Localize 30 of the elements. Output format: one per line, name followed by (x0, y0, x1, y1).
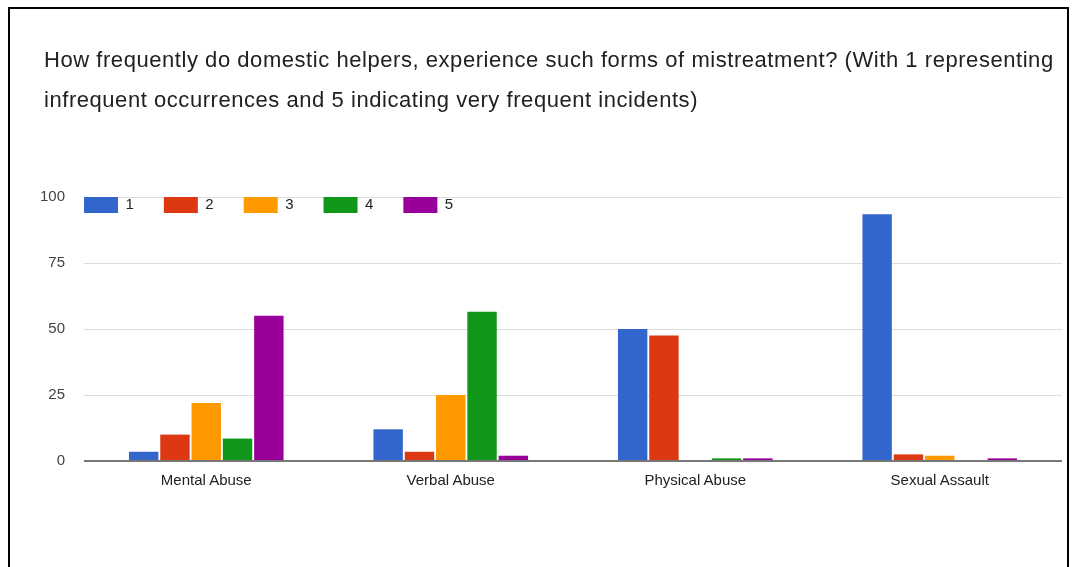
y-tick-label: 0 (56, 451, 65, 469)
chart-title: How frequently do domestic helpers, experience such forms of mistreatment? (With 1 representing infrequent occurrences and 5 indicating very frequent incidents) (44, 46, 1055, 114)
bar (436, 395, 466, 460)
bar (893, 454, 924, 460)
x-tick-label: Mental Abuse (160, 471, 252, 489)
bar (160, 434, 190, 460)
x-tick-label: Physical Abuse (644, 471, 747, 489)
bar (498, 455, 529, 460)
x-tick-label: Verbal Abuse (406, 471, 495, 489)
legend-label: 3 (285, 195, 294, 213)
y-tick-label: 100 (39, 187, 65, 205)
legend-label: 5 (444, 195, 454, 213)
bar (191, 402, 221, 460)
bar (467, 311, 497, 460)
legend-label: 4 (365, 195, 374, 213)
y-tick-label: 50 (48, 319, 65, 337)
bar (404, 451, 435, 460)
y-tick-label: 25 (48, 385, 65, 403)
x-tick-label: Sexual Assault (890, 471, 990, 489)
bar (222, 438, 253, 460)
legend-label: 1 (125, 195, 134, 213)
y-tick-label: 75 (48, 253, 65, 271)
bar (649, 335, 679, 460)
bar (373, 429, 403, 460)
bar (925, 455, 955, 460)
bar (862, 214, 892, 460)
legend-label: 2 (205, 195, 214, 213)
bar (128, 451, 159, 460)
bar (617, 329, 648, 460)
bar (254, 315, 284, 460)
